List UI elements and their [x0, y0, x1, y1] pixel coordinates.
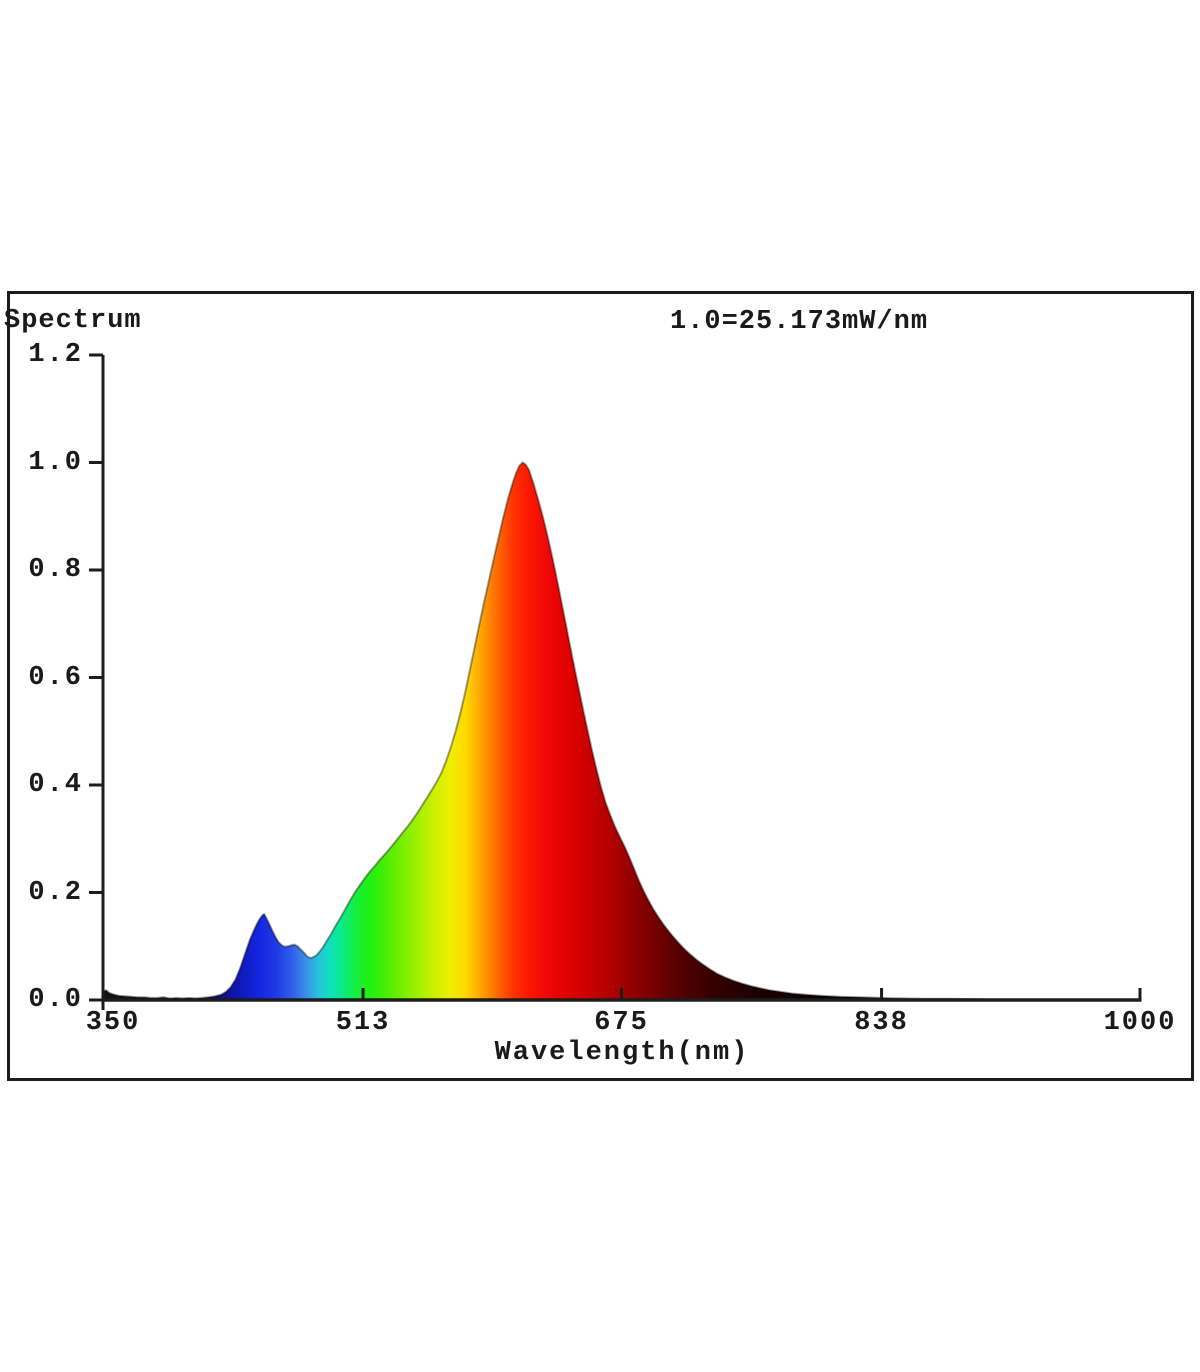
y-tick-label: 0.8 — [28, 555, 83, 585]
scale-annotation: 1.0=25.173mW/nm — [670, 307, 929, 337]
x-axis-title: Wavelength(nm) — [494, 1038, 750, 1068]
spectrum-area-fill — [103, 462, 1140, 1000]
y-tick-label: 0.6 — [28, 662, 83, 693]
x-tick-label: 1000 — [1103, 1008, 1177, 1038]
y-tick-label: 1.2 — [28, 340, 83, 370]
x-tick-label: 838 — [854, 1008, 909, 1038]
x-tick-label: 513 — [335, 1008, 391, 1038]
y-tick-label: 0.2 — [28, 877, 83, 908]
spectrum-curve-edge — [102, 461, 1140, 1001]
chart-title: Spectrum — [4, 306, 142, 336]
y-tick-label: 1.0 — [28, 447, 83, 478]
x-tick-label: 675 — [594, 1008, 649, 1038]
x-tick-label: 350 — [85, 1008, 141, 1038]
y-tick-label: 0.0 — [28, 985, 83, 1015]
y-tick-label: 0.4 — [28, 770, 83, 800]
